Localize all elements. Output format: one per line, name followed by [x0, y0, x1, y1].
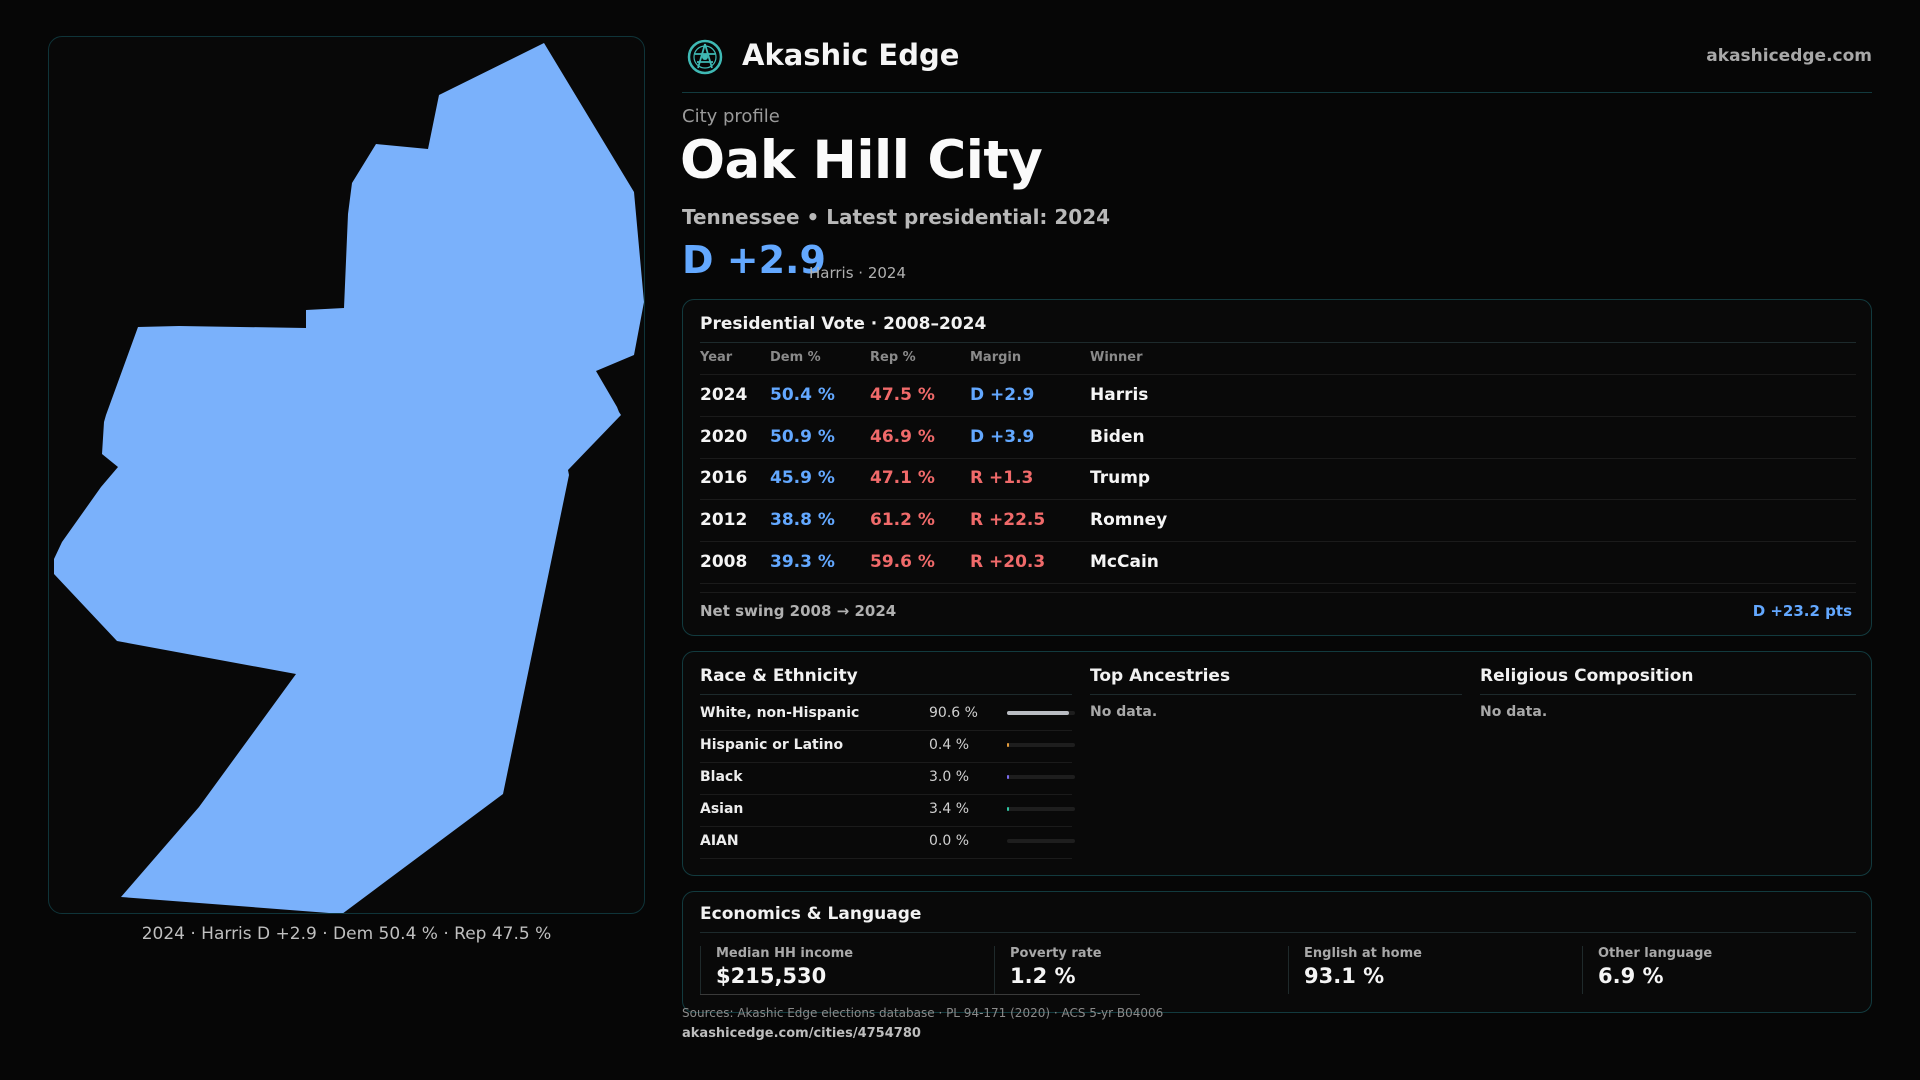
race-bar-fill — [1007, 807, 1009, 811]
race-bar-track — [1007, 775, 1075, 779]
race-row: Hispanic or Latino 0.4 % — [700, 730, 1075, 763]
column-header-year: Year — [700, 350, 733, 365]
row-margin: D +3.9 — [970, 427, 1035, 447]
row-rep-pct: 47.5 % — [870, 385, 935, 405]
table-row: 2020 50.9 % 46.9 % D +3.9 Biden — [700, 417, 1856, 459]
row-margin: R +1.3 — [970, 468, 1034, 488]
econ-value: 6.9 % — [1598, 964, 1664, 988]
race-label: Black — [700, 769, 743, 785]
race-ethnicity-title: Race & Ethnicity — [700, 666, 858, 686]
row-dem-pct: 39.3 % — [770, 552, 835, 572]
net-swing-value: D +23.2 pts — [1752, 602, 1852, 620]
column-header-winner: Winner — [1090, 350, 1143, 365]
table-row: 2016 45.9 % 47.1 % R +1.3 Trump — [700, 458, 1856, 500]
race-label: Asian — [700, 801, 744, 817]
economics-title: Economics & Language — [700, 904, 922, 924]
race-bar-track — [1007, 711, 1075, 715]
brand-name[interactable]: Akashic Edge — [742, 38, 960, 72]
row-dem-pct: 38.8 % — [770, 510, 835, 530]
econ-label: Other language — [1598, 946, 1713, 961]
row-margin: R +22.5 — [970, 510, 1046, 530]
econ-value: $215,530 — [716, 964, 827, 988]
econ-median-income: Median HH income $215,530 — [700, 946, 980, 994]
race-pct: 3.4 % — [929, 801, 970, 817]
table-row: 2012 38.8 % 61.2 % R +22.5 Romney — [700, 500, 1856, 542]
top-ancestries-title: Top Ancestries — [1090, 666, 1231, 686]
race-bar-track — [1007, 743, 1075, 747]
headline-margin: D +2.9 — [682, 238, 826, 282]
column-header-dem: Dem % — [770, 350, 821, 365]
column-header-rep: Rep % — [870, 350, 916, 365]
site-header: Akashic Edge akashicedge.com — [682, 36, 1872, 93]
city-permalink[interactable]: akashicedge.com/cities/4754780 — [682, 1026, 921, 1041]
econ-label: English at home — [1304, 946, 1422, 961]
headline-winner: Harris · 2024 — [809, 264, 907, 282]
row-winner: McCain — [1090, 552, 1159, 572]
row-year: 2024 — [700, 385, 748, 405]
econ-english-at-home: English at home 93.1 % — [1288, 946, 1568, 994]
race-row: Black 3.0 % — [700, 762, 1075, 795]
row-margin: D +2.9 — [970, 385, 1035, 405]
econ-divider — [700, 994, 1140, 995]
race-bar-fill — [1007, 743, 1009, 747]
race-bar-track — [1007, 807, 1075, 811]
race-bar-fill — [1007, 711, 1069, 715]
row-winner: Trump — [1090, 468, 1151, 488]
row-rep-pct: 46.9 % — [870, 427, 935, 447]
row-winner: Biden — [1090, 427, 1145, 447]
city-boundary-map — [54, 43, 644, 913]
vote-card-title: Presidential Vote · 2008–2024 — [700, 314, 987, 334]
race-pct: 0.0 % — [929, 833, 970, 849]
row-dem-pct: 50.4 % — [770, 385, 835, 405]
demographics-card: Race & Ethnicity White, non-Hispanic 90.… — [682, 651, 1872, 876]
race-label: White, non-Hispanic — [700, 705, 860, 721]
site-link[interactable]: akashicedge.com — [1706, 46, 1872, 66]
race-row: Asian 3.4 % — [700, 794, 1075, 827]
table-row: 2024 50.4 % 47.5 % D +2.9 Harris — [700, 375, 1856, 417]
city-boundary-shape — [54, 43, 644, 913]
akashic-edge-logo-icon[interactable] — [686, 38, 724, 76]
row-winner: Harris — [1090, 385, 1149, 405]
row-rep-pct: 47.1 % — [870, 468, 935, 488]
econ-poverty-rate: Poverty rate 1.2 % — [994, 946, 1274, 994]
race-pct: 0.4 % — [929, 737, 970, 753]
race-row: White, non-Hispanic 90.6 % — [700, 698, 1075, 731]
econ-value: 93.1 % — [1304, 964, 1385, 988]
map-caption: 2024 · Harris D +2.9 · Dem 50.4 % · Rep … — [141, 924, 552, 944]
race-label: AIAN — [700, 833, 739, 849]
table-row: 2008 39.3 % 59.6 % R +20.3 McCain — [700, 542, 1856, 584]
page-kicker: City profile — [682, 106, 780, 127]
race-pct: 3.0 % — [929, 769, 970, 785]
row-margin: R +20.3 — [970, 552, 1046, 572]
row-year: 2012 — [700, 510, 748, 530]
religion-empty: No data. — [1480, 704, 1548, 720]
row-rep-pct: 59.6 % — [870, 552, 935, 572]
race-pct: 90.6 % — [929, 705, 978, 721]
page-title: Oak Hill City — [680, 130, 1043, 191]
economics-card: Economics & Language Median HH income $2… — [682, 891, 1872, 1013]
column-header-margin: Margin — [970, 350, 1022, 365]
econ-value: 1.2 % — [1010, 964, 1076, 988]
row-year: 2020 — [700, 427, 748, 447]
econ-label: Poverty rate — [1010, 946, 1102, 961]
religious-composition-title: Religious Composition — [1480, 666, 1694, 686]
row-dem-pct: 50.9 % — [770, 427, 835, 447]
row-year: 2008 — [700, 552, 748, 572]
net-swing-label: Net swing 2008 → 2024 — [700, 602, 897, 620]
row-rep-pct: 61.2 % — [870, 510, 935, 530]
row-year: 2016 — [700, 468, 748, 488]
ancestries-empty: No data. — [1090, 704, 1158, 720]
race-bar-track — [1007, 839, 1075, 843]
econ-other-language: Other language 6.9 % — [1582, 946, 1857, 994]
race-bar-fill — [1007, 775, 1009, 779]
page-subtitle: Tennessee • Latest presidential: 2024 — [682, 205, 1111, 229]
city-map — [48, 36, 645, 914]
econ-label: Median HH income — [716, 946, 854, 961]
sources-note: Sources: Akashic Edge elections database… — [682, 1006, 1164, 1020]
row-winner: Romney — [1090, 510, 1168, 530]
race-row: AIAN 0.0 % — [700, 826, 1075, 859]
race-label: Hispanic or Latino — [700, 737, 844, 753]
presidential-vote-card: Presidential Vote · 2008–2024 Year Dem %… — [682, 299, 1872, 636]
row-dem-pct: 45.9 % — [770, 468, 835, 488]
